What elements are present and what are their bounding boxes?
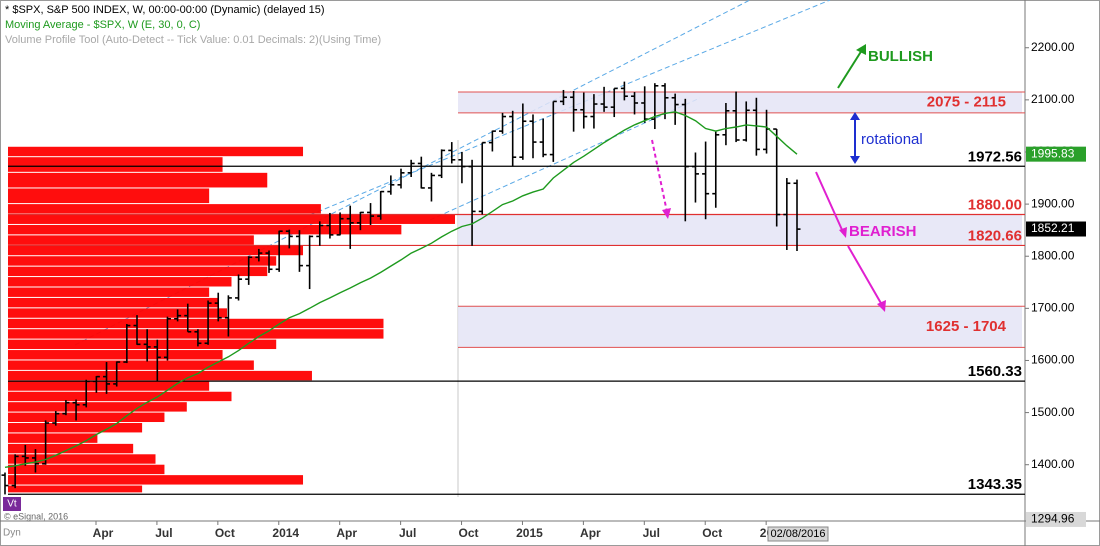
- y-tick-label: 2200.00: [1031, 40, 1075, 54]
- moving-average: [4, 111, 798, 468]
- ma-price-label: 1995.83: [1031, 146, 1075, 160]
- arrow: [847, 245, 883, 306]
- volume-profile-row: [8, 412, 165, 423]
- channel-line: [74, 0, 751, 346]
- volume-profile-row: [8, 433, 98, 443]
- volume-profile-row: [8, 245, 304, 256]
- volume-profile-row: [8, 423, 143, 433]
- volume-profile-row: [8, 370, 312, 381]
- arrow-head: [856, 44, 866, 55]
- y-tick-label: 1500.00: [1031, 405, 1075, 419]
- volume-profile-row: [8, 485, 143, 493]
- x-tick-label: Apr: [93, 526, 114, 540]
- volume-profile-row: [8, 224, 402, 235]
- ma-price-label-box: [1026, 146, 1086, 162]
- level-label: 1880.00: [968, 196, 1022, 213]
- x-tick-label: Oct: [702, 526, 722, 540]
- last-price-label-box: [1026, 221, 1086, 237]
- x-tick-label: 2015: [516, 526, 543, 540]
- x-tick-label: 2014: [272, 526, 299, 540]
- x-tick-label: Jul: [155, 526, 172, 540]
- volume-profile-row: [8, 204, 321, 214]
- last-price-label: 1852.21: [1031, 221, 1075, 235]
- volume-profile-row: [8, 464, 165, 475]
- volume-profile-row: [8, 172, 268, 188]
- arrow: [651, 139, 668, 213]
- arrow-head: [662, 208, 671, 219]
- annotation: BEARISH: [849, 223, 917, 240]
- x-tick-label: Apr: [580, 526, 601, 540]
- study-tag-box: [3, 497, 21, 511]
- zone-label: 2075 - 2115: [927, 93, 1006, 110]
- price-layer: [1, 81, 801, 495]
- y-tick-label: 1900.00: [1031, 196, 1075, 210]
- zone: [458, 92, 1022, 113]
- scale-low-label-box: [1026, 511, 1086, 527]
- volume-profile-row: [8, 277, 232, 287]
- volume-profile-row: [8, 266, 268, 277]
- volume-profile-row: [8, 235, 254, 245]
- volume-profile-row: [8, 360, 254, 370]
- volume-profile-row: [8, 256, 277, 266]
- zone: [458, 214, 1022, 246]
- volume-profile-row: [8, 188, 210, 204]
- level-label: 1820.66: [968, 227, 1022, 244]
- level-label: 1972.56: [968, 148, 1022, 165]
- x-tick-label: Oct: [459, 526, 479, 540]
- x-tick-label: Jul: [643, 526, 660, 540]
- header-line: Moving Average - $SPX, W (E, 30, 0, C): [5, 19, 200, 31]
- volume-profile-row: [8, 475, 304, 485]
- volume-profile-row: [8, 454, 156, 464]
- y-tick-label: 1400.00: [1031, 457, 1075, 471]
- level-label: 1560.33: [968, 363, 1022, 380]
- current-date: 02/08/2016: [770, 528, 825, 540]
- study-tag: Vt: [7, 499, 17, 510]
- header-line: Volume Profile Tool (Auto-Detect -- Tick…: [5, 34, 381, 46]
- zone-label: 1625 - 1704: [926, 318, 1007, 335]
- x-tick-label: Jul: [399, 526, 416, 540]
- arrow-head: [877, 300, 886, 312]
- current-date-box: [767, 526, 829, 542]
- annotation: BULLISH: [868, 48, 933, 65]
- copyright: © eSignal, 2016: [4, 511, 68, 521]
- volume-profile-row: [8, 339, 277, 350]
- volume-profile-row: [8, 391, 232, 402]
- volume-profile-row: [8, 308, 228, 318]
- volume-profile-row: [8, 402, 187, 412]
- volume-profile-row: [8, 157, 223, 172]
- volume-profile-row: [8, 287, 210, 297]
- y-tick-label: 1600.00: [1031, 353, 1075, 367]
- arrow-head: [839, 227, 847, 238]
- annotation: rotational: [861, 131, 923, 148]
- volume-profile-row: [8, 318, 384, 329]
- y-tick-label: 2100.00: [1031, 92, 1075, 106]
- x-tick-label: Apr: [336, 526, 357, 540]
- corner-tag: Dyn: [3, 528, 21, 539]
- volume-profile-row: [8, 297, 219, 308]
- arrow: [837, 49, 863, 89]
- volume-profile-row: [8, 214, 455, 224]
- volume-profile-row: [8, 329, 384, 339]
- y-tick-label: 1800.00: [1031, 248, 1075, 262]
- volume-profile-row: [8, 146, 304, 157]
- volume-profile-row: [8, 350, 223, 360]
- level-label: 1343.35: [968, 476, 1022, 493]
- annotation-layer: * $SPX, S&P 500 INDEX, W, 00:00-00:00 (D…: [3, 4, 1086, 542]
- volume-profile-row: [8, 381, 210, 391]
- background-layer: [8, 91, 1025, 495]
- scale-low-label: 1294.96: [1031, 512, 1075, 526]
- zone: [458, 306, 1022, 348]
- channel-line: [429, 97, 701, 221]
- arrow: [815, 171, 844, 233]
- x-tick-label: Oct: [215, 526, 235, 540]
- header-line: * $SPX, S&P 500 INDEX, W, 00:00-00:00 (D…: [5, 4, 325, 16]
- y-tick-label: 1700.00: [1031, 301, 1075, 315]
